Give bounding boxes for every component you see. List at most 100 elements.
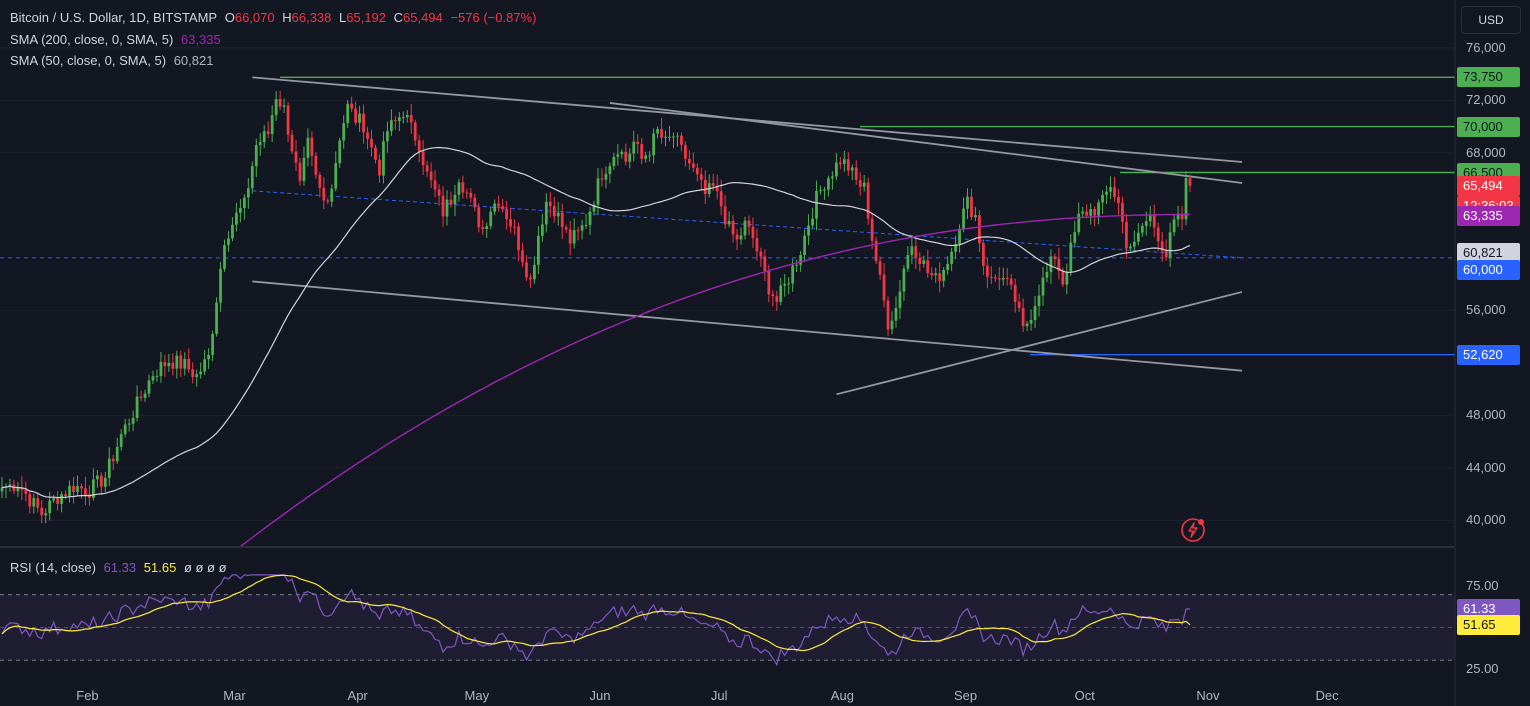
trend-line [836,291,1243,396]
candle-body [934,273,938,276]
candle-body [680,135,683,145]
horizontal-levels [0,76,1455,356]
candle-body [628,153,632,162]
candle-body [76,486,79,493]
candle-body [799,255,803,265]
candle-body [862,182,866,187]
candle-body [668,136,671,138]
candle-body [0,487,4,492]
candle-body [20,487,24,490]
candle-body [1136,232,1140,242]
candle-body [946,263,950,270]
candle-body [56,498,60,504]
candle-body [533,264,536,280]
candle-body [469,192,473,198]
candle-body [1061,270,1065,285]
candle-body [103,477,107,487]
candle-body [306,137,310,158]
candle-body [958,228,961,245]
candle-body [1033,306,1037,320]
candle-body [72,485,75,493]
candle-body [159,362,163,376]
rsi-label: RSI (14, close) [10,560,96,575]
candle-body [242,197,246,209]
candle-body [401,117,405,119]
sma50-legend[interactable]: SMA (50, close, 0, SMA, 5) 60,821 [10,53,217,68]
candle-body [914,246,918,258]
price-tag: 52,620 [1457,344,1520,365]
candle-body [107,458,111,478]
rsi-legend[interactable]: RSI (14, close) 61.33 51.65 ø ø ø ø [10,560,231,575]
candle-body [537,235,540,265]
candle-body [60,494,63,504]
candle-body [711,183,715,186]
sma200-legend[interactable]: SMA (200, close, 0, SMA, 5) 63,335 [10,32,225,47]
candle-body [783,283,787,286]
candle-body [258,142,262,146]
candle-body [636,141,640,144]
candle-body [759,251,763,257]
candle-body [850,167,854,171]
candle-body [1129,246,1132,249]
candle-body [64,494,67,496]
candle-body [1001,277,1005,280]
candle-body [453,194,457,205]
candle-body [600,178,604,180]
candle-body [211,333,214,355]
time-tick-label: Jul [710,688,728,703]
candle-body [88,494,91,498]
candle-body [942,269,946,281]
candle-body [966,196,969,209]
candle-body [143,393,147,398]
candle-body [922,260,926,264]
candle-body [497,203,501,207]
candle-body [795,264,799,266]
sma200-line [239,213,1190,548]
price-tick-label: 48,000 [1466,407,1506,423]
candle-body [894,307,898,321]
candle-body [882,274,886,301]
candle-body [767,271,771,295]
candle-body [763,256,767,272]
candle-body [580,225,584,231]
candle-body [1089,209,1093,216]
candle-body [171,362,175,369]
sma50-line [1,146,1191,499]
candle-body [111,458,115,462]
candle-body [572,230,576,244]
candle-body [1049,256,1053,273]
low-value: 65,192 [346,10,387,25]
candle-body [250,166,254,189]
candle-body [314,155,318,175]
candle-body [131,417,135,424]
candle-body [501,206,505,210]
candle-body [874,240,878,262]
candle-body [223,245,226,269]
currency-button[interactable]: USD [1461,6,1521,34]
candle-body [950,251,953,264]
candle-body [374,147,377,160]
candle-body [521,250,524,263]
candle-body [219,268,222,303]
candle-body [612,156,616,167]
candle-body [715,185,719,192]
candle-body [608,166,612,174]
candle-body [803,235,806,256]
candle-body [1176,213,1180,220]
candle-body [540,224,544,236]
candle-body [449,199,453,205]
lightning-alert-icon[interactable] [1180,517,1206,543]
candle-body [262,131,266,143]
candle-body [584,225,588,227]
candle-body [660,129,663,138]
candle-body [282,105,286,107]
trend-line [252,190,1243,259]
candle-body [254,145,258,167]
candle-body [989,276,993,278]
candle-body [974,215,977,218]
candle-body [1168,232,1172,258]
sma200-label: SMA (200, close, 0, SMA, 5) [10,32,174,47]
candle-body [616,154,620,157]
candle-body [215,302,218,334]
